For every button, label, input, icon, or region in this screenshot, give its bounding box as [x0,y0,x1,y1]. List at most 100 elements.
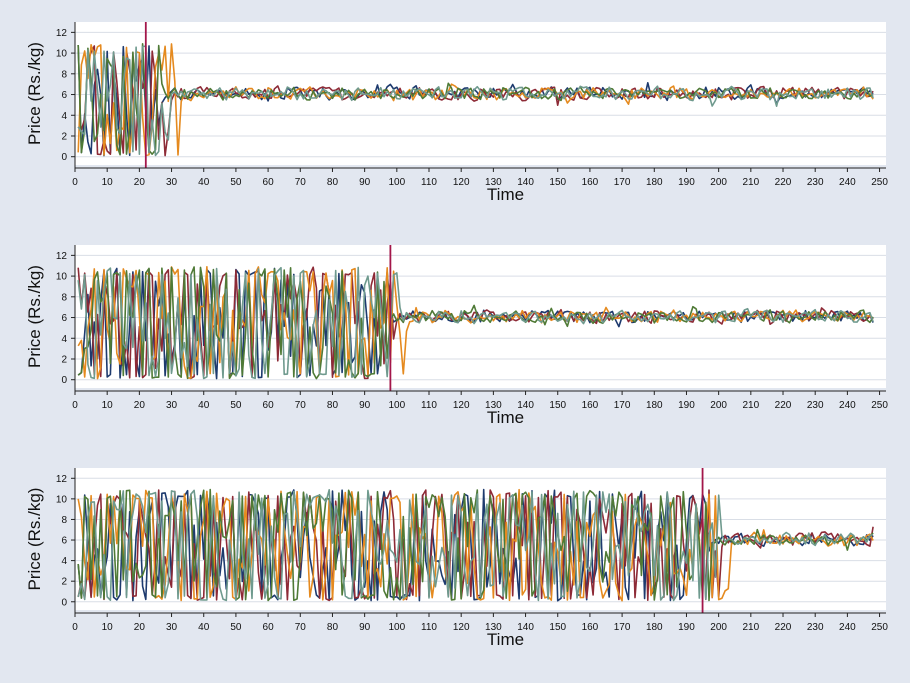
x-tick-label: 210 [742,622,759,633]
x-tick-label: 130 [485,400,502,411]
y-tick-label: 2 [61,131,67,142]
x-tick-label: 50 [230,400,242,411]
series-line-4 [77,42,874,156]
x-tick-label: 120 [453,622,470,633]
y-tick-label: 12 [56,28,68,39]
x-tick-label: 10 [102,622,114,633]
x-tick-label: 160 [582,622,599,633]
y-axis-title: Price (Rs./kg) [25,42,44,145]
x-axis-title: Time [487,185,524,204]
x-tick-label: 120 [453,400,470,411]
x-tick-label: 220 [775,622,792,633]
x-tick-label: 30 [166,622,178,633]
x-tick-label: 40 [198,622,210,633]
x-tick-label: 0 [72,622,78,633]
x-tick-label: 60 [263,622,275,633]
x-tick-label: 20 [134,400,146,411]
y-tick-label: 8 [61,69,67,80]
x-tick-label: 130 [485,177,502,188]
y-tick-label: 6 [61,90,67,101]
x-tick-label: 100 [388,622,405,633]
series-line-3 [77,265,874,380]
x-tick-label: 150 [549,177,566,188]
x-tick-label: 10 [102,400,114,411]
x-tick-label: 160 [582,400,599,411]
x-tick-label: 50 [230,177,242,188]
x-axis-title: Time [487,408,524,427]
x-tick-label: 130 [485,622,502,633]
x-tick-label: 150 [549,400,566,411]
y-tick-label: 10 [56,272,68,283]
x-tick-label: 70 [295,622,307,633]
x-tick-label: 30 [166,177,178,188]
x-tick-label: 20 [134,622,146,633]
y-axis-title: Price (Rs./kg) [25,265,44,368]
x-tick-label: 60 [263,177,275,188]
x-tick-label: 40 [198,400,210,411]
x-tick-label: 180 [646,177,663,188]
x-tick-label: 120 [453,177,470,188]
y-tick-label: 2 [61,354,67,365]
x-tick-label: 250 [871,177,888,188]
x-tick-label: 240 [839,177,856,188]
series-group [77,265,874,380]
y-tick-label: 4 [61,111,67,122]
x-tick-label: 10 [102,177,114,188]
y-tick-label: 2 [61,577,67,588]
x-tick-label: 170 [614,177,631,188]
x-tick-label: 140 [517,622,534,633]
x-tick-label: 160 [582,177,599,188]
series-group [77,488,874,602]
x-tick-label: 50 [230,622,242,633]
y-tick-label: 6 [61,313,67,324]
y-axis-title: Price (Rs./kg) [25,488,44,591]
x-tick-label: 240 [839,400,856,411]
x-tick-label: 110 [421,622,437,633]
y-tick-label: 0 [61,375,67,386]
x-tick-label: 230 [807,400,824,411]
x-tick-label: 80 [327,622,339,633]
series-line-5 [77,45,874,157]
x-tick-label: 220 [775,400,792,411]
x-tick-label: 80 [327,177,339,188]
x-tick-label: 90 [359,622,371,633]
series-line-5 [77,266,874,380]
x-tick-label: 0 [72,400,78,411]
y-tick-label: 12 [56,251,68,262]
x-tick-label: 190 [678,622,695,633]
x-axis-title: Time [487,630,524,649]
x-tick-label: 200 [710,400,727,411]
series-line-5 [77,488,874,602]
x-tick-label: 210 [742,400,759,411]
y-tick-label: 0 [61,152,67,163]
series-group [77,42,874,157]
y-tick-label: 12 [56,474,68,485]
x-tick-label: 190 [678,177,695,188]
x-tick-label: 180 [646,622,663,633]
x-tick-label: 240 [839,622,856,633]
y-tick-label: 4 [61,334,67,345]
y-tick-label: 10 [56,49,68,60]
x-tick-label: 250 [871,622,888,633]
y-tick-label: 6 [61,536,67,547]
y-tick-label: 0 [61,597,67,608]
x-tick-label: 110 [421,177,437,188]
x-tick-label: 100 [388,400,405,411]
x-tick-label: 200 [710,177,727,188]
x-tick-label: 110 [421,400,437,411]
x-tick-label: 210 [742,177,759,188]
y-tick-label: 8 [61,515,67,526]
x-tick-label: 250 [871,400,888,411]
x-tick-label: 150 [549,622,566,633]
y-tick-label: 4 [61,556,67,567]
x-tick-label: 0 [72,177,78,188]
x-tick-label: 190 [678,400,695,411]
x-tick-label: 170 [614,400,631,411]
x-tick-label: 70 [295,177,307,188]
x-tick-label: 100 [388,177,405,188]
x-tick-label: 40 [198,177,210,188]
